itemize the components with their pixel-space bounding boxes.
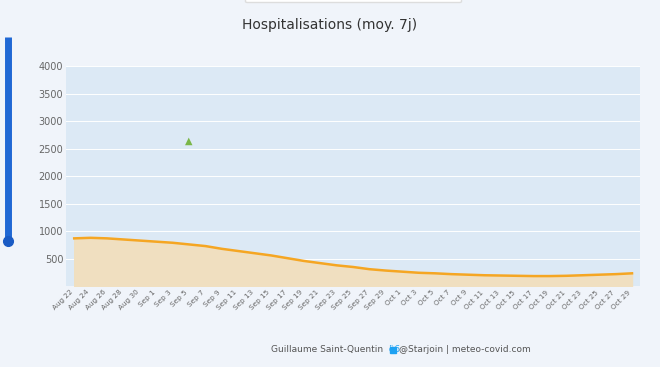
Text: @Starjoin | meteo-covid.com: @Starjoin | meteo-covid.com — [399, 345, 531, 354]
Text: Guillaume Saint-Quentin: Guillaume Saint-Quentin — [271, 345, 383, 354]
Legend: Hospitalisations (moy. 7j) Tous âges (France): Hospitalisations (moy. 7j) Tous âges (Fr… — [246, 0, 461, 2]
Text: ▲: ▲ — [185, 136, 193, 146]
Text: Hospitalisations (moy. 7j): Hospitalisations (moy. 7j) — [242, 18, 418, 32]
Text: ὂ6: ὂ6 — [386, 345, 403, 354]
